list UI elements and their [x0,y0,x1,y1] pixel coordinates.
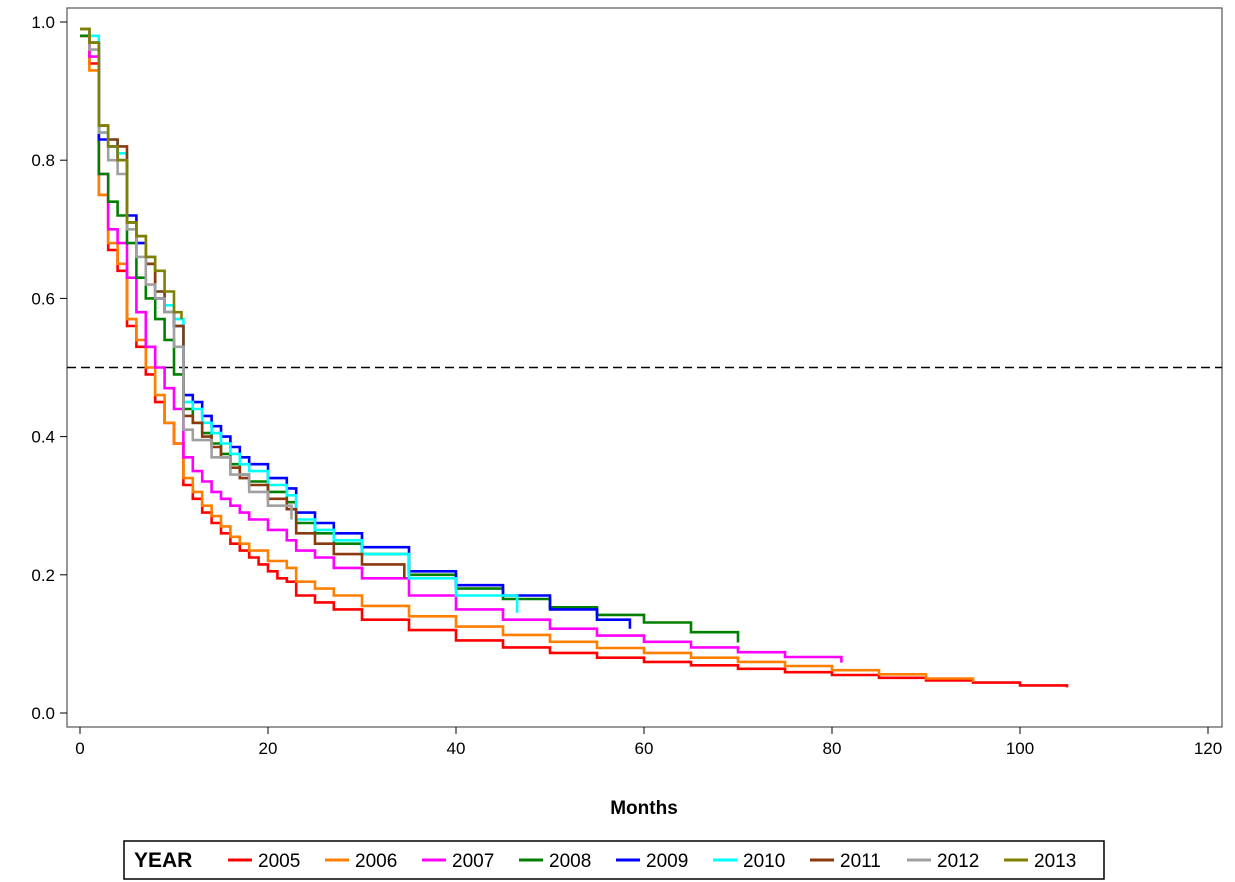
series-line-2011 [80,27,406,579]
y-tick-label: 0.2 [31,566,55,585]
legend-label-2010: 2010 [743,851,785,872]
legend-label-2012: 2012 [937,851,979,872]
x-axis: 0 20 40 60 80 100 120 [75,727,1222,758]
y-tick-label: 0.6 [31,289,55,308]
x-tick-label: 0 [75,739,84,758]
legend-label-2007: 2007 [452,851,494,872]
series-line-2009 [80,27,632,629]
series-line-2005 [80,34,1069,688]
y-tick-label: 0.4 [31,428,55,447]
x-tick-label: 100 [1006,739,1034,758]
x-tick-label: 80 [823,739,842,758]
series-line-2006 [80,34,975,682]
legend: YEAR 2005 2006 2007 2008 2009 2010 2011 2012 201… [123,840,1105,880]
legend-label-2013: 2013 [1034,851,1076,872]
x-tick-label: 40 [447,739,466,758]
legend-label-2006: 2006 [355,851,397,872]
legend-label-2008: 2008 [549,851,591,872]
legend-label-2009: 2009 [646,851,688,872]
y-tick-label: 0.8 [31,151,55,170]
legend-label-2011: 2011 [840,851,881,872]
x-tick-label: 20 [259,739,278,758]
y-tick-label: 0.0 [31,704,55,723]
plot-area [66,7,1223,728]
legend-box [123,840,1105,880]
legend-title: YEAR [134,849,192,872]
y-axis: 0.0 0.2 0.4 0.6 0.8 1.0 [31,13,67,723]
legend-label-2005: 2005 [258,851,300,872]
x-tick-label: 120 [1194,739,1222,758]
y-tick-label: 1.0 [31,13,55,32]
x-tick-label: 60 [635,739,654,758]
series-line-2013 [80,27,183,320]
legend-items: 2005 2006 2007 2008 2009 2010 2011 2012 2013 [228,851,1076,872]
x-axis-title: Months [610,798,678,819]
series-line-2007 [80,34,843,663]
series-line-2012 [80,27,293,520]
